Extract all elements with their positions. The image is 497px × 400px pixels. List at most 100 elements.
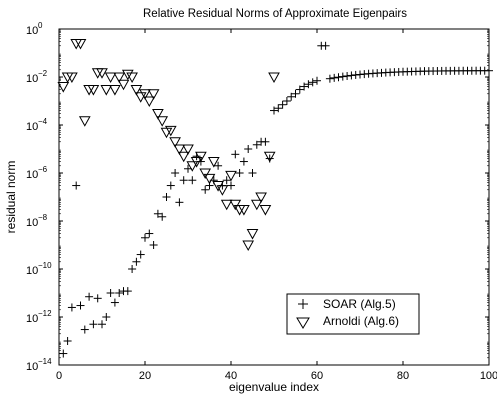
arnoldi-data-point — [182, 144, 194, 156]
y-tick-exponent: 0 — [38, 21, 43, 30]
arnoldi-data-point — [113, 72, 126, 84]
arnoldi-data-point — [160, 127, 173, 139]
soar-data-point — [162, 193, 171, 201]
soar-data-point — [227, 181, 235, 190]
arnoldi-data-point — [186, 161, 199, 172]
arnoldi-data-point — [246, 229, 259, 240]
soar-data-point — [278, 100, 287, 109]
y-tick-exponent: −2 — [38, 69, 48, 78]
legend-box — [286, 293, 420, 335]
soar-data-point — [102, 313, 111, 321]
soar-data-point — [188, 176, 197, 185]
arnoldi-data-point — [255, 192, 267, 204]
soar-data-point — [343, 72, 352, 81]
soar-data-point — [330, 73, 339, 82]
arnoldi-data-point — [173, 144, 186, 156]
arnoldi-data-point — [156, 116, 169, 127]
soar-data-point — [175, 198, 184, 207]
soar-data-point — [313, 76, 321, 85]
y-tick-exponent: −12 — [38, 309, 52, 318]
soar-data-point — [300, 82, 309, 91]
soar-data-point — [231, 150, 240, 159]
arnoldi-data-point — [96, 68, 108, 79]
soar-data-point — [235, 169, 244, 177]
soar-data-point — [214, 161, 223, 170]
y-axis-title: residual norm — [4, 161, 18, 234]
arnoldi-data-point — [263, 151, 276, 163]
soar-data-point — [485, 66, 493, 75]
arnoldi-data-point — [134, 92, 147, 103]
soar-data-point — [59, 349, 68, 358]
y-tick-exponent: −6 — [38, 165, 48, 174]
soar-data-point — [132, 257, 141, 266]
soar-data-point — [153, 209, 162, 218]
soar-data-point — [128, 265, 137, 273]
soar-data-point — [291, 89, 300, 98]
arnoldi-data-point — [78, 116, 91, 127]
y-tick-exponent: −10 — [38, 261, 52, 270]
soar-data-point — [308, 78, 317, 87]
x-tick-label: 40 — [225, 370, 237, 382]
soar-data-point — [166, 181, 175, 190]
soar-data-point — [325, 74, 334, 83]
x-tick-label: 60 — [311, 370, 323, 382]
y-tick-label: 10 — [26, 169, 38, 181]
soar-data-point — [295, 85, 304, 94]
soar-data-point — [270, 106, 278, 115]
arnoldi-data-point — [117, 79, 130, 91]
x-tick-label: 0 — [56, 370, 62, 382]
y-tick-label: 10 — [26, 217, 38, 229]
soar-data-point — [201, 185, 210, 194]
arnoldi-data-point — [109, 85, 121, 96]
arnoldi-data-point — [177, 151, 190, 163]
y-tick-label: 10 — [26, 361, 38, 373]
soar-data-point — [136, 250, 145, 259]
arnoldi-data-point — [238, 205, 250, 216]
soar-data-point — [145, 229, 154, 238]
arnoldi-data-point — [199, 168, 212, 180]
arnoldi-data-point — [268, 72, 280, 84]
arnoldi-data-point — [57, 82, 70, 93]
y-tick-label: 10 — [26, 73, 38, 85]
x-axis-title: eigenvalue index — [229, 380, 319, 394]
soar-series-points — [59, 41, 493, 358]
soar-data-point — [110, 298, 119, 307]
soar-data-point — [334, 73, 343, 82]
arnoldi-data-point — [229, 199, 242, 211]
arnoldi-data-point — [121, 69, 134, 81]
soar-data-point — [115, 289, 124, 297]
soar-data-point — [63, 337, 72, 345]
y-tick-label: 10 — [26, 121, 38, 133]
arnoldi-data-point — [225, 170, 237, 182]
legend-soar-marker — [298, 299, 308, 309]
arnoldi-data-point — [152, 109, 164, 120]
soar-data-point — [85, 292, 94, 301]
soar-data-point — [93, 294, 102, 303]
arnoldi-data-point — [126, 72, 138, 84]
soar-data-point — [248, 169, 257, 177]
arnoldi-data-point — [74, 38, 87, 50]
x-tick-label: 20 — [139, 370, 151, 382]
arnoldi-data-point — [203, 173, 216, 185]
soar-data-point — [76, 301, 85, 310]
arnoldi-data-point — [66, 72, 78, 84]
soar-data-point — [304, 80, 313, 89]
soar-data-point — [321, 41, 330, 50]
soar-data-point — [274, 104, 283, 113]
soar-data-point — [287, 92, 296, 101]
arnoldi-data-point — [100, 85, 113, 96]
soar-data-point — [67, 303, 76, 312]
soar-data-point — [252, 140, 261, 149]
y-tick-label: 10 — [26, 265, 38, 277]
soar-data-point — [123, 287, 132, 296]
y-tick-label: 10 — [26, 25, 38, 37]
arnoldi-data-point — [104, 72, 117, 84]
soar-data-point — [89, 320, 98, 329]
soar-data-point — [244, 145, 253, 153]
arnoldi-data-point — [87, 85, 100, 96]
soar-data-point — [171, 169, 180, 177]
y-tick-exponent: −8 — [38, 213, 48, 222]
arnoldi-data-point — [207, 157, 220, 168]
